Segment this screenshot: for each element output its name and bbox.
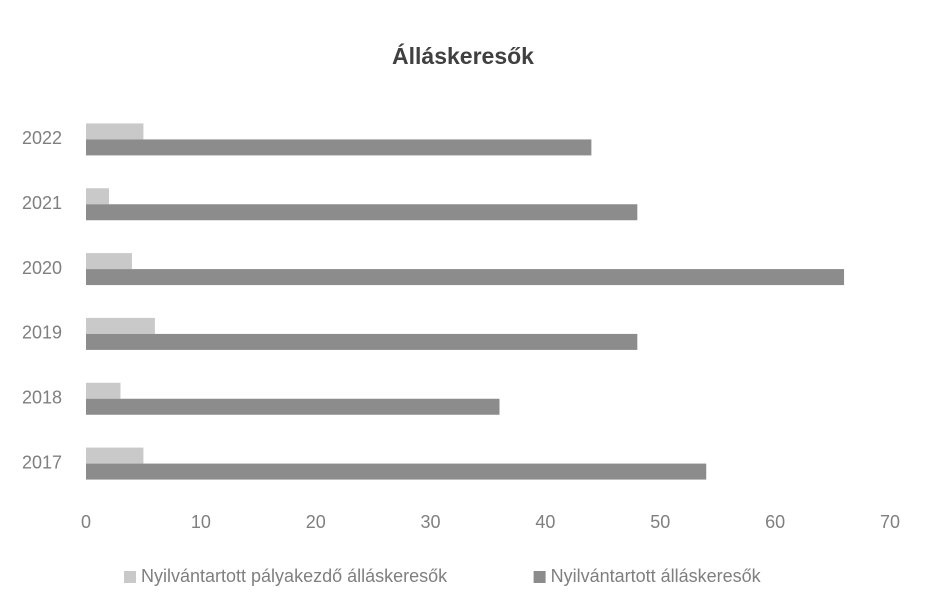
bar	[86, 269, 845, 286]
bar	[86, 382, 121, 399]
bar	[86, 447, 144, 464]
bar	[86, 463, 707, 480]
x-tick-label: 40	[535, 512, 555, 532]
legend-swatch	[124, 571, 136, 583]
bar	[86, 253, 132, 270]
x-tick-label: 60	[765, 512, 785, 532]
legend-swatch	[533, 571, 546, 583]
x-tick-label: 70	[880, 512, 900, 532]
x-tick-label: 30	[421, 512, 441, 532]
chart-title: Álláskeresők	[392, 42, 534, 69]
x-tick-label: 0	[81, 512, 91, 532]
bar	[86, 317, 155, 334]
y-tick-label: 2021	[22, 193, 62, 213]
y-tick-label: 2017	[22, 452, 62, 472]
legend-label: Nyilvántartott álláskeresők	[551, 566, 762, 586]
bar	[86, 333, 638, 350]
x-tick-label: 50	[650, 512, 670, 532]
bar	[86, 139, 592, 156]
bar	[86, 188, 109, 205]
y-tick-label: 2018	[22, 388, 62, 408]
y-tick-label: 2022	[22, 128, 62, 148]
bar	[86, 398, 500, 415]
x-tick-label: 20	[306, 512, 326, 532]
bar	[86, 123, 144, 140]
legend-label: Nyilvántartott pályakezdő álláskeresők	[141, 566, 448, 586]
y-tick-label: 2020	[22, 258, 62, 278]
y-tick-label: 2019	[22, 323, 62, 343]
bar	[86, 204, 638, 221]
x-tick-label: 10	[191, 512, 211, 532]
